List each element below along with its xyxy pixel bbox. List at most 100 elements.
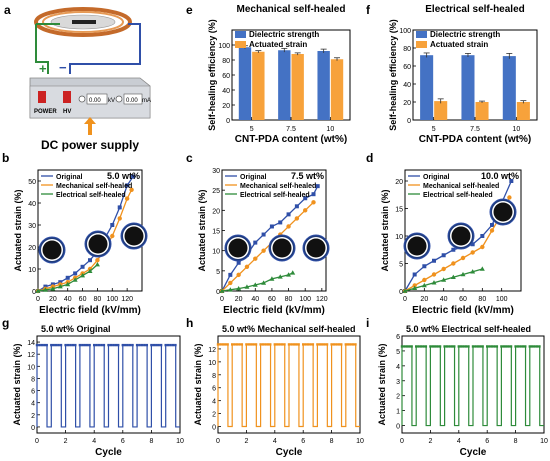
- data-point-h: [295, 343, 298, 346]
- legend-label-d: Mechanical self-healed: [423, 183, 499, 190]
- x-tick-label-f: 5: [432, 126, 436, 133]
- data-point-b: [110, 233, 115, 239]
- panel-letter-c: c: [186, 151, 193, 165]
- x-axis-label-e: CNT-PDA content (wt%): [235, 134, 347, 145]
- y-tick-label-f: 20: [403, 100, 411, 107]
- kv-unit: kV: [108, 98, 115, 104]
- data-point-c: [228, 272, 233, 277]
- x-axis-label-h: Cycle: [276, 447, 303, 458]
- legend-label-c: Original: [240, 174, 267, 181]
- data-point-c: [253, 256, 258, 261]
- x-tick-label-f: 7.5: [470, 126, 480, 133]
- panel-a-schematic: a + − POWER HV 0.00 kV 0.00 mA DC power …: [4, 3, 151, 152]
- data-point-c: [290, 270, 296, 275]
- sample-photo-film-icon: [228, 238, 248, 258]
- data-point-d: [422, 277, 427, 283]
- panel-letter-i: i: [366, 316, 369, 330]
- x-tick-label-i: 6: [485, 438, 489, 445]
- data-point-c: [311, 200, 316, 205]
- data-point-i: [538, 345, 541, 348]
- data-point-g: [97, 343, 101, 347]
- data-point-b: [110, 223, 115, 227]
- x-tick-label-b: 120: [121, 296, 133, 303]
- data-point-g: [59, 343, 63, 347]
- data-point-h: [264, 343, 267, 346]
- data-point-g: [114, 343, 117, 347]
- coil-ring-icon: [34, 7, 132, 37]
- data-point-h: [221, 343, 225, 346]
- y-tick-label-d: 15: [395, 207, 403, 214]
- data-point-g: [35, 343, 39, 347]
- data-point-b: [72, 277, 78, 282]
- x-tick-label-e: 10: [326, 126, 334, 133]
- data-point-b: [35, 288, 41, 293]
- series-line-c: [221, 272, 294, 292]
- data-point-g: [81, 343, 84, 347]
- data-point-d: [431, 280, 437, 285]
- data-point-g: [143, 343, 146, 347]
- bar-e: [238, 47, 252, 120]
- bar-f: [434, 101, 448, 120]
- data-point-h: [224, 343, 227, 346]
- data-point-i: [528, 345, 531, 348]
- legend-label-b: Electrical self-healed: [56, 192, 126, 199]
- x-tick-label-b: 40: [64, 296, 72, 303]
- legend-label-c: Electrical self-healed: [240, 192, 310, 199]
- x-tick-label-g: 0: [35, 438, 39, 445]
- data-point-d: [432, 258, 436, 263]
- data-point-g: [102, 343, 106, 347]
- ma-knob-icon[interactable]: [115, 95, 123, 103]
- y-tick-label-b: 20: [28, 245, 36, 252]
- data-point-i: [531, 345, 534, 348]
- data-point-g: [54, 343, 58, 347]
- data-point-g: [40, 343, 44, 347]
- data-point-b: [73, 271, 78, 276]
- data-point-i: [450, 345, 454, 348]
- y-tick-label-i: 3: [396, 379, 400, 386]
- cycle-wave-g: [36, 344, 180, 428]
- data-point-i: [453, 345, 456, 348]
- data-point-c: [277, 274, 283, 279]
- negative-wire: [69, 23, 141, 74]
- legend-label-d: Original: [423, 174, 450, 181]
- kv-knob-icon[interactable]: [78, 95, 86, 103]
- data-point-d: [412, 272, 417, 277]
- plus-sign: +: [39, 61, 47, 76]
- x-tick-label-i: 4: [457, 438, 461, 445]
- data-point-b: [124, 196, 130, 201]
- data-point-i: [457, 345, 460, 348]
- data-point-i: [516, 345, 520, 348]
- data-point-d: [470, 269, 476, 274]
- data-point-b: [80, 273, 86, 278]
- data-point-b: [94, 262, 100, 267]
- data-point-g: [78, 343, 82, 347]
- data-point-h: [261, 343, 265, 346]
- data-point-h: [349, 343, 352, 346]
- data-point-c: [294, 204, 299, 209]
- y-tick-label-b: 50: [28, 179, 36, 186]
- y-tick-label-c: 30: [212, 168, 220, 175]
- x-tick-label-g: 6: [121, 438, 125, 445]
- data-point-g: [131, 343, 134, 347]
- data-point-g: [164, 343, 167, 347]
- y-axis-label-g: Actuated strain (%): [12, 343, 22, 425]
- x-tick-label-i: 8: [514, 438, 518, 445]
- chart-c: c 0 5 10 15 20 25 30 Actuated strain (%) Electric…: [186, 151, 330, 316]
- data-point-i: [415, 345, 418, 348]
- x-tick-label-f: 10: [512, 126, 520, 133]
- data-point-g: [157, 343, 160, 347]
- data-point-i: [445, 345, 449, 348]
- y-tick-label-h: 8: [212, 373, 216, 380]
- power-switch-icon[interactable]: [38, 91, 46, 103]
- data-point-g: [107, 343, 110, 347]
- data-point-g: [124, 343, 127, 347]
- data-point-i: [502, 345, 506, 348]
- x-tick-label-h: 8: [330, 438, 334, 445]
- data-point-d: [412, 285, 418, 291]
- data-point-h: [337, 343, 341, 346]
- hv-switch-icon[interactable]: [63, 91, 71, 103]
- y-tick-label-g: 8: [31, 376, 35, 383]
- annotation-g: 5.0 wt% Original: [41, 324, 111, 334]
- data-point-g: [138, 343, 141, 347]
- y-tick-label-e: 80: [222, 58, 230, 65]
